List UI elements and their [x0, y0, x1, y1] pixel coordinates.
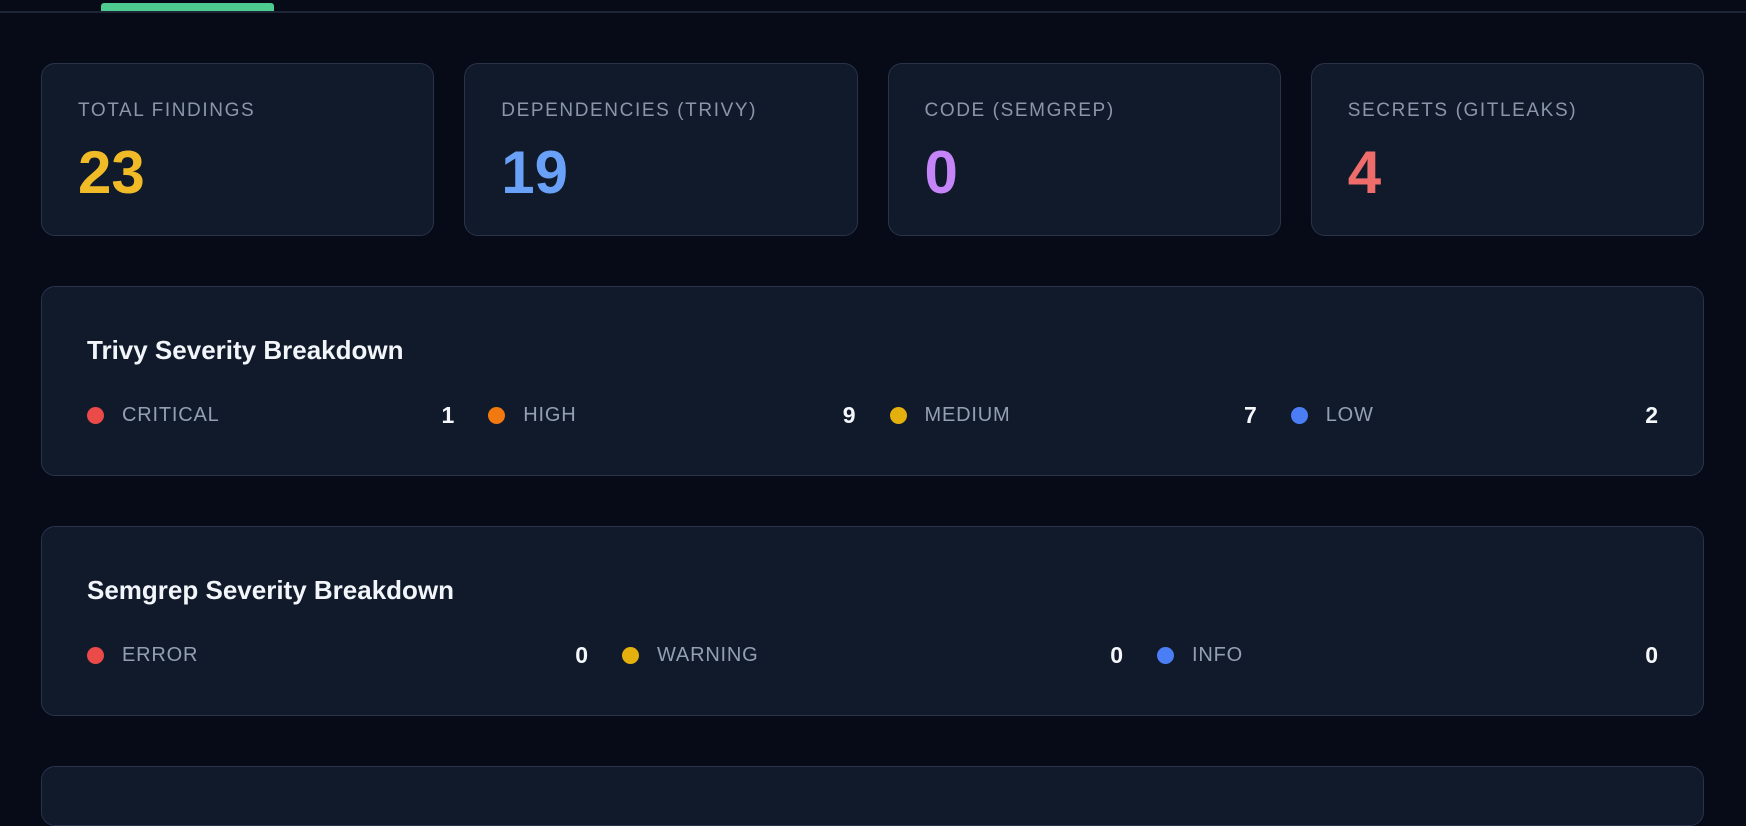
stat-value: 19 — [501, 139, 568, 206]
severity-item-warning: WARNING 0 — [622, 640, 1123, 670]
stat-card-secrets-gitleaks: SECRETS (GITLEAKS) 4 — [1310, 63, 1704, 236]
severity-item-error: ERROR 0 — [87, 640, 588, 670]
tab-bar — [0, 0, 1746, 13]
severity-label: ERROR — [122, 643, 199, 666]
dashboard-content: TOTAL FINDINGS 23 DEPENDENCIES (TRIVY) 1… — [41, 63, 1704, 826]
severity-item-critical: CRITICAL 1 — [87, 400, 454, 430]
critical-severity-dot — [87, 406, 104, 424]
next-card-partial — [41, 766, 1704, 826]
trivy-severity-breakdown-card: Trivy Severity Breakdown CRITICAL 1 HIGH… — [41, 286, 1704, 476]
severity-count: 0 — [1645, 641, 1658, 668]
severity-count: 9 — [842, 401, 856, 428]
summary-stats-row: TOTAL FINDINGS 23 DEPENDENCIES (TRIVY) 1… — [41, 63, 1704, 236]
error-severity-dot — [87, 646, 104, 664]
semgrep-severity-breakdown-card: Semgrep Severity Breakdown ERROR 0 WARNI… — [41, 526, 1704, 716]
severity-count: 7 — [1243, 401, 1257, 428]
stat-value: 4 — [1347, 139, 1382, 206]
low-severity-dot — [1290, 406, 1308, 424]
severity-item-medium: MEDIUM 7 — [889, 400, 1257, 430]
panel-title: Trivy Severity Breakdown — [87, 335, 404, 365]
severity-count: 0 — [575, 641, 588, 668]
active-tab-indicator — [101, 3, 274, 11]
stat-label: SECRETS (GITLEAKS) — [1347, 100, 1578, 121]
stat-value: 0 — [924, 139, 958, 206]
semgrep-severity-row: ERROR 0 WARNING 0 INFO 0 — [87, 640, 1658, 670]
severity-label: MEDIUM — [924, 403, 1011, 426]
severity-item-info: INFO 0 — [1157, 640, 1658, 670]
severity-item-high: HIGH 9 — [488, 400, 856, 430]
panel-title: Semgrep Severity Breakdown — [87, 575, 455, 605]
severity-item-low: LOW 2 — [1290, 400, 1658, 430]
stat-card-total-findings: TOTAL FINDINGS 23 — [41, 63, 435, 236]
stat-label: CODE (SEMGREP) — [924, 100, 1115, 121]
stat-label: TOTAL FINDINGS — [78, 100, 256, 121]
medium-severity-dot — [889, 406, 907, 424]
severity-label: INFO — [1192, 643, 1243, 666]
high-severity-dot — [488, 406, 506, 424]
severity-label: LOW — [1325, 403, 1374, 426]
stat-value: 23 — [78, 139, 145, 206]
severity-label: CRITICAL — [122, 403, 220, 426]
severity-label: WARNING — [657, 643, 759, 666]
stat-card-dependencies-trivy: DEPENDENCIES (TRIVY) 19 — [464, 63, 858, 236]
info-severity-dot — [1157, 646, 1174, 664]
stat-label: DEPENDENCIES (TRIVY) — [501, 100, 758, 121]
severity-count: 0 — [1110, 641, 1123, 668]
severity-count: 1 — [441, 401, 455, 428]
warning-severity-dot — [622, 646, 639, 664]
stat-card-code-semgrep: CODE (SEMGREP) 0 — [887, 63, 1281, 236]
severity-count: 2 — [1645, 401, 1658, 428]
trivy-severity-row: CRITICAL 1 HIGH 9 MEDIUM 7 LOW 2 — [87, 400, 1658, 430]
severity-label: HIGH — [523, 403, 577, 426]
